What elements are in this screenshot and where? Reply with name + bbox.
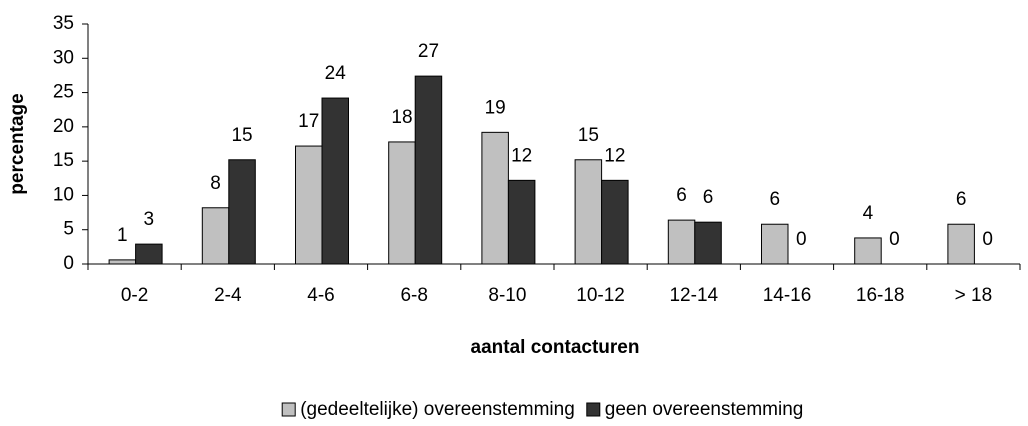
legend-label: geen overeenstemming	[605, 399, 804, 420]
legend-swatch	[586, 402, 601, 417]
bar	[388, 141, 416, 265]
y-tick-label: 10	[53, 184, 74, 205]
value-label: 6	[956, 189, 967, 210]
x-tick-label: 0-2	[121, 285, 148, 306]
x-axis-title: aantal contacturen	[471, 337, 640, 358]
value-label: 24	[325, 63, 347, 84]
bar	[854, 237, 882, 265]
value-label: 1	[117, 225, 128, 246]
bar	[414, 75, 443, 265]
y-tick-label: 20	[53, 116, 74, 137]
y-tick-label: 35	[53, 13, 74, 34]
y-axis-title: percentage	[7, 93, 28, 194]
y-tick-label: 5	[63, 219, 74, 240]
bar	[574, 159, 603, 265]
bar	[201, 207, 230, 265]
value-label: 15	[578, 125, 599, 146]
bar	[135, 243, 163, 265]
bar	[228, 159, 256, 265]
value-label: 19	[485, 97, 506, 118]
x-tick-label: 8-10	[488, 285, 526, 306]
legend-swatch	[281, 402, 296, 417]
value-label: 3	[144, 209, 155, 230]
value-label: 0	[796, 229, 807, 250]
bar	[321, 97, 349, 265]
x-tick-label: 6-8	[400, 285, 427, 306]
value-label: 12	[604, 145, 625, 166]
value-label: 17	[298, 111, 319, 132]
bar	[481, 131, 509, 265]
x-tick-label: > 18	[955, 285, 993, 306]
x-tick-label: 14-16	[763, 285, 812, 306]
y-tick-label: 25	[53, 82, 74, 103]
value-label: 6	[769, 189, 780, 210]
x-tick-label: 12-14	[669, 285, 718, 306]
value-label: 6	[703, 187, 714, 208]
bar	[694, 221, 722, 265]
y-tick-label: 15	[53, 150, 74, 171]
x-tick-label: 2-4	[214, 285, 242, 306]
value-label: 18	[391, 107, 412, 128]
x-tick-label: 10-12	[576, 285, 625, 306]
value-label: 4	[863, 203, 874, 224]
value-label: 15	[231, 125, 252, 146]
x-tick-label: 16-18	[856, 285, 905, 306]
y-tick-label: 0	[63, 253, 74, 274]
y-tick-label: 30	[53, 47, 74, 68]
legend-label: (gedeeltelijke) overeenstemming	[300, 399, 575, 420]
bar	[667, 219, 696, 265]
value-label: 27	[418, 41, 439, 62]
x-tick-label: 4-6	[307, 285, 334, 306]
value-label: 12	[511, 145, 532, 166]
value-label: 0	[889, 229, 900, 250]
bar	[947, 223, 975, 265]
bar	[601, 179, 629, 265]
value-label: 6	[676, 185, 687, 206]
bar	[295, 145, 323, 265]
value-label: 0	[982, 229, 993, 250]
value-label: 8	[210, 173, 221, 194]
bar	[507, 179, 536, 265]
bar	[108, 259, 137, 265]
bar	[761, 223, 789, 265]
